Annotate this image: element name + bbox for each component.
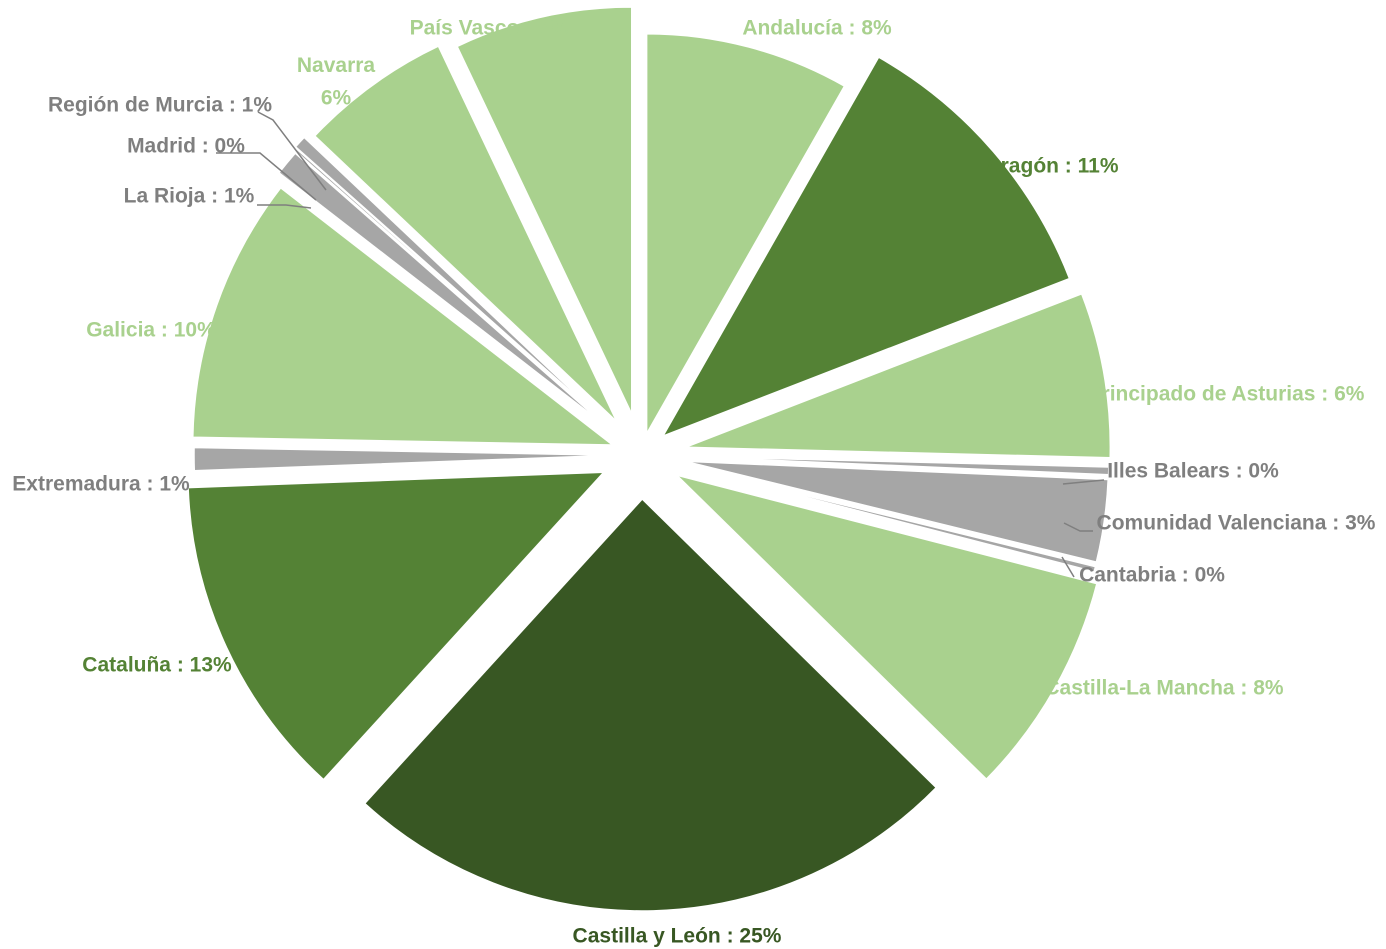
slice-labels-layer: Andalucía : 8% Aragón : 11% Principado de …	[12, 17, 1375, 948]
pie-slice-pais-vasco	[456, 6, 633, 415]
pie-slice-aragon	[661, 56, 1071, 438]
slice-label-cantabria: Cantabria : 0%	[1079, 564, 1225, 587]
slice-label-navarra: Navarra 6%	[297, 54, 376, 110]
leader-line-illes-balears	[1062, 479, 1105, 485]
slice-label-comunidad-valenciana: Comunidad Valenciana : 3%	[1097, 512, 1376, 535]
leader-line-comunidad-valenciana	[1063, 522, 1093, 532]
slice-label-principado-de-asturias: Principado de Asturias : 6%	[1088, 383, 1365, 406]
leader-lines-layer	[216, 111, 1105, 578]
slices-layer	[187, 6, 1112, 912]
slice-label-castilla-y-leon: Castilla y León : 25%	[573, 925, 782, 948]
pie-slice-extremadura	[193, 446, 616, 472]
pie-slice-andalucia	[645, 32, 846, 437]
pie-slice-la-rioja	[277, 152, 608, 428]
slice-label-illes-balears: Illes Balears : 0%	[1107, 460, 1279, 483]
slice-label-castilla-la-mancha: Castilla-La Mancha : 8%	[1044, 677, 1284, 700]
slice-label-galicia: Galicia : 10%	[86, 319, 216, 342]
slice-label-andalucia: Andalucía : 8%	[742, 17, 892, 40]
slice-label-pais-vasco: País Vasco : 7%	[410, 17, 569, 40]
slice-label-aragon: Aragón : 11%	[985, 155, 1118, 178]
pie-slice-castilla-y-leon	[363, 497, 938, 912]
pie-slice-region-de-murcia	[294, 136, 607, 424]
pie-slice-principado-de-asturias	[685, 292, 1112, 459]
slice-label-region-de-murcia: Región de Murcia : 1%	[48, 94, 272, 117]
pie-slice-galicia	[192, 186, 615, 446]
pie-slice-cataluna	[187, 471, 606, 781]
pie-slice-cantabria	[683, 465, 1097, 573]
pie-slice-navarra	[313, 45, 618, 423]
leader-line-region-de-murcia	[257, 111, 327, 191]
slice-label-la-rioja: La Rioja : 1%	[124, 185, 255, 208]
slice-label-cataluna: Cataluña : 13%	[82, 654, 232, 677]
slice-label-madrid: Madrid : 0%	[127, 135, 245, 158]
leader-line-la-rioja	[257, 204, 312, 209]
pie-slice-castilla-la-mancha	[674, 473, 1098, 781]
leader-line-cantabria	[1061, 556, 1075, 578]
pie-slice-illes-balears	[684, 455, 1110, 476]
leader-line-madrid	[216, 152, 317, 201]
slice-label-extremadura: Extremadura : 1%	[12, 473, 190, 496]
pie-slice-comunidad-valenciana	[684, 460, 1109, 564]
